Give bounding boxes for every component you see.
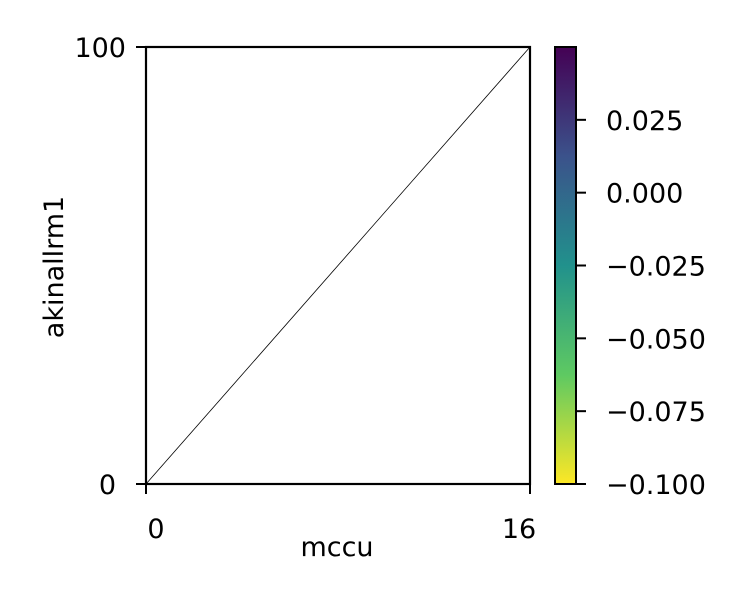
x-tick-label-right: 16 — [502, 514, 536, 545]
y-tick-label-bottom: 0 — [99, 470, 116, 501]
colorbar-tick-label-3: −0.050 — [606, 324, 706, 355]
x-axis-label: mccu — [300, 532, 373, 563]
colorbar — [554, 46, 577, 485]
y-axis-label: akinallrm1 — [39, 196, 70, 338]
colorbar-tick-label-1: 0.000 — [606, 179, 683, 210]
colorbar-tick-label-5: −0.100 — [606, 470, 706, 501]
colorbar-tick-label-0: 0.025 — [606, 106, 683, 137]
colorbar-tick-label-2: −0.025 — [606, 252, 706, 283]
colorbar-tick-label-4: −0.075 — [606, 397, 706, 428]
colorbar-ticks: 0.025 0.000 −0.025 −0.050 −0.075 −0.100 — [576, 106, 706, 501]
y-tick-label-top: 100 — [74, 33, 126, 64]
series-layer — [145, 46, 531, 485]
x-tick-label-left: 0 — [147, 514, 164, 545]
series-line-0 — [145, 46, 531, 485]
